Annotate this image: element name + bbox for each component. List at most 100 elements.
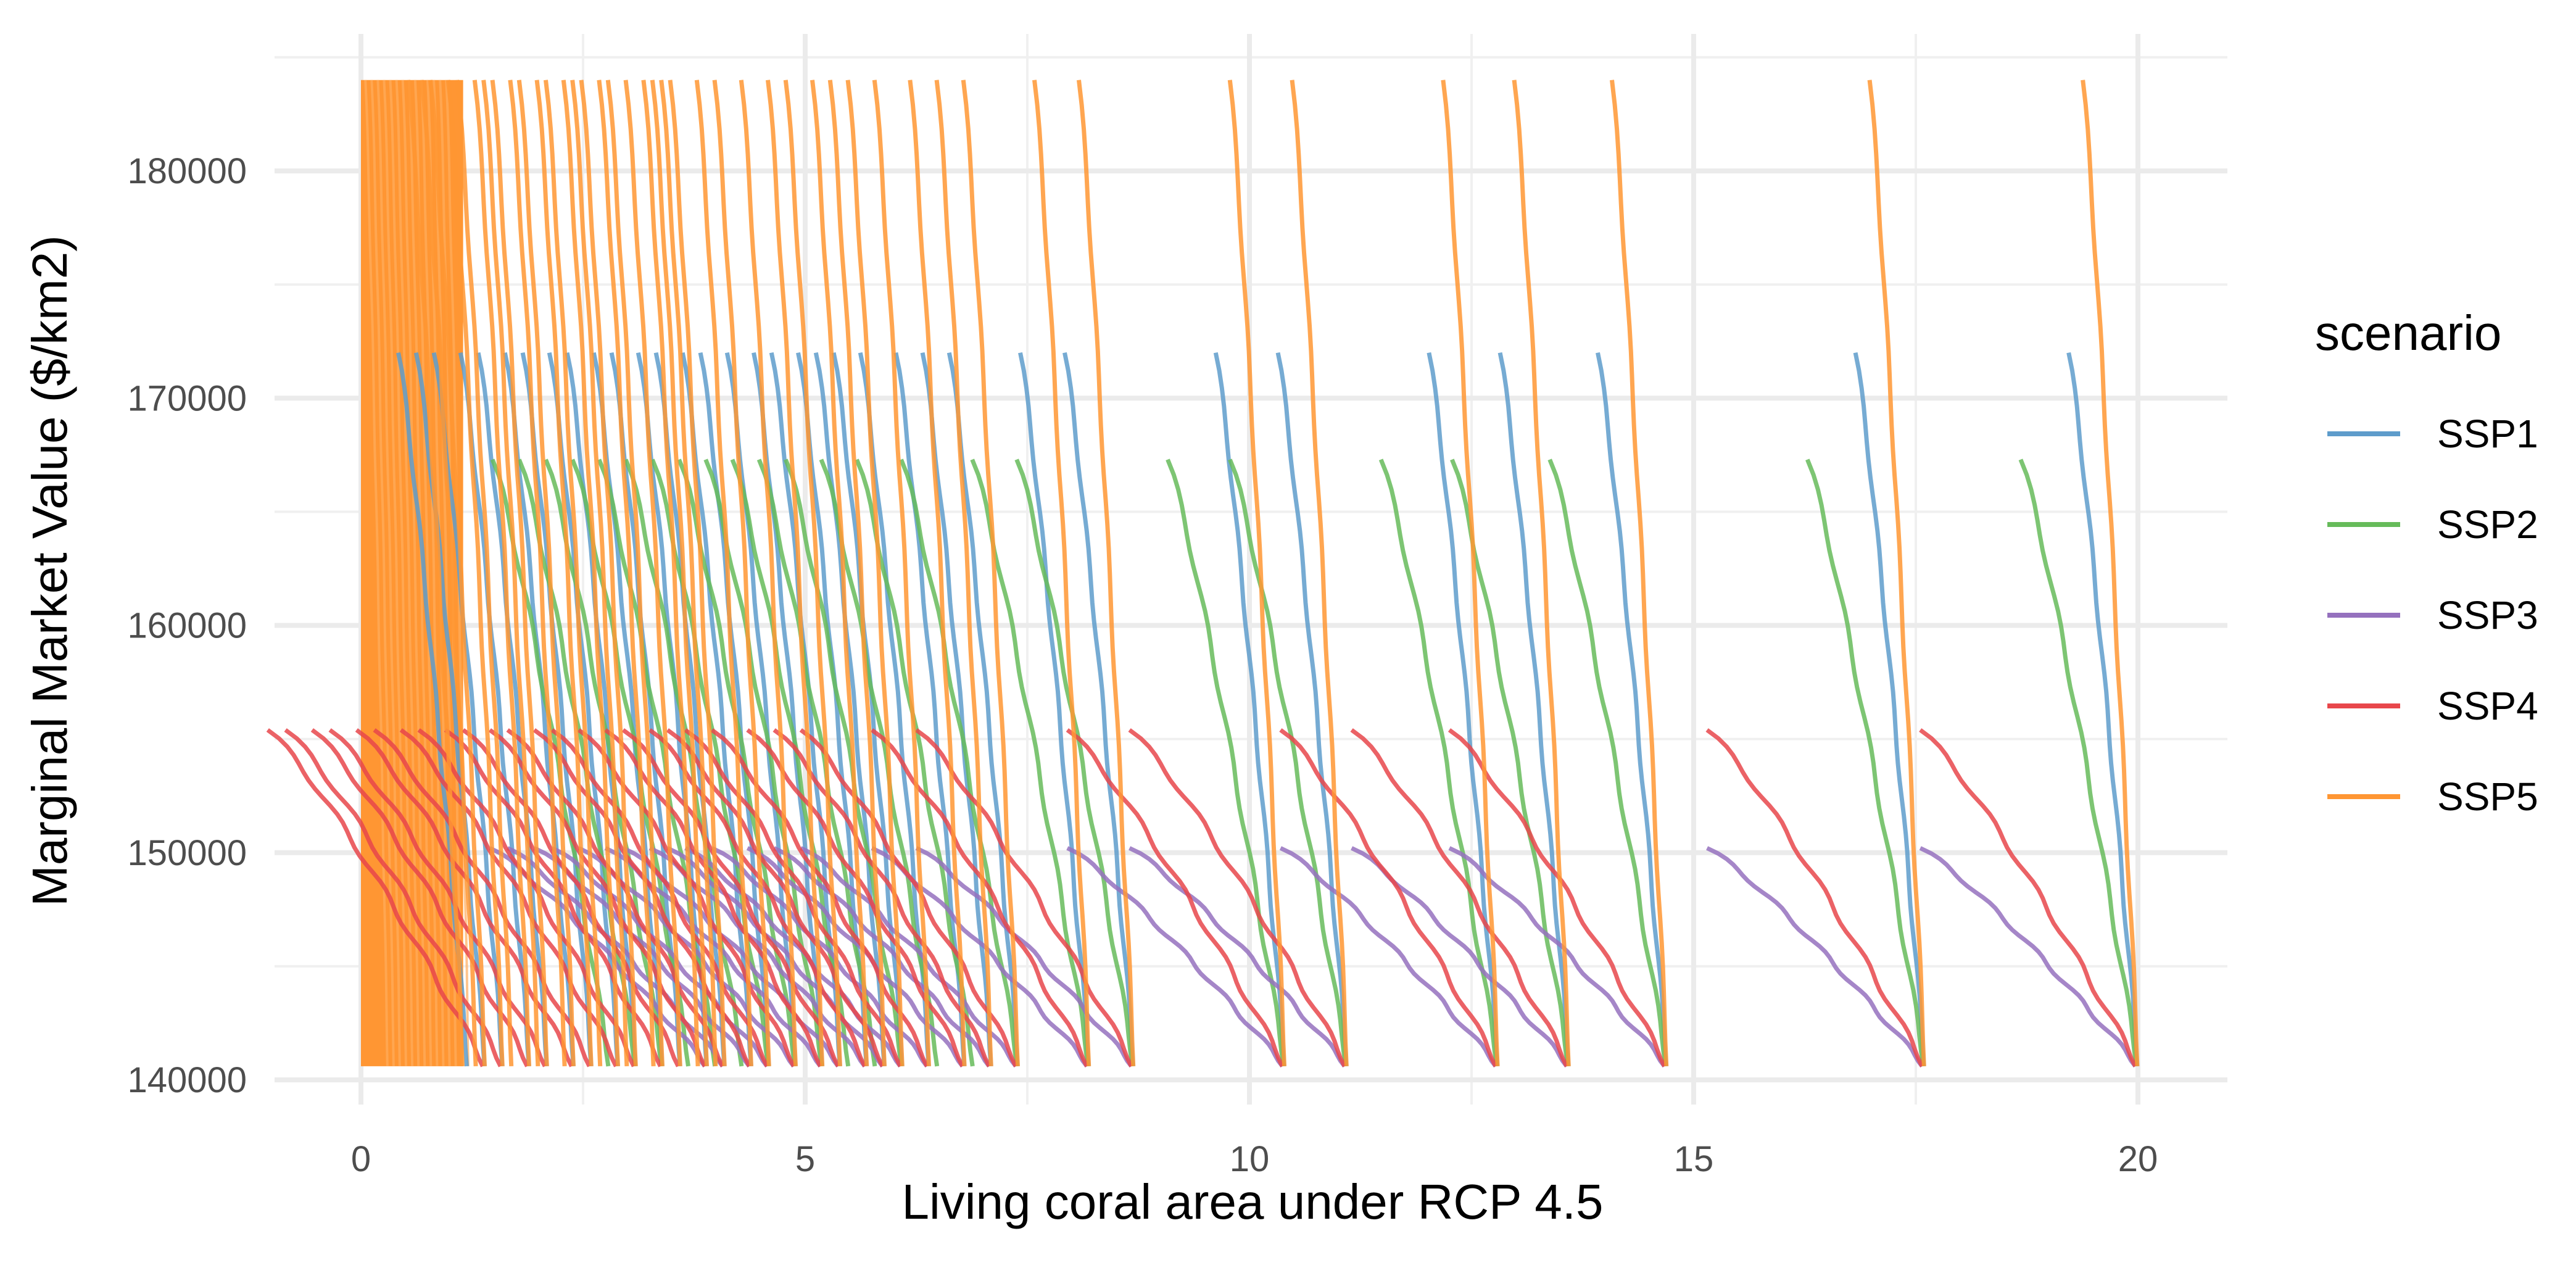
series-line bbox=[1596, 352, 1668, 1067]
series-line bbox=[1066, 728, 1285, 1068]
series-line bbox=[746, 728, 965, 1068]
x-tick-label: 15 bbox=[1674, 1139, 1714, 1179]
fill-layer bbox=[361, 80, 470, 1066]
legend-title: scenario bbox=[2315, 305, 2501, 360]
series-line bbox=[419, 80, 478, 1067]
series-line bbox=[1228, 458, 1348, 1067]
legend-entry-ssp4: SSP4 bbox=[2327, 684, 2538, 728]
y-tick-label: 140000 bbox=[127, 1060, 247, 1100]
series-line bbox=[1448, 846, 1667, 1068]
series-line bbox=[1706, 846, 1924, 1068]
series-line bbox=[915, 846, 1133, 1068]
series-line bbox=[1227, 80, 1286, 1067]
series-line bbox=[1450, 458, 1570, 1067]
x-tick-label: 20 bbox=[2118, 1139, 2158, 1179]
series-line bbox=[544, 80, 603, 1067]
series-line bbox=[579, 80, 638, 1067]
series-line bbox=[650, 80, 709, 1067]
series-line bbox=[659, 80, 718, 1067]
series-line bbox=[872, 80, 931, 1067]
series-line bbox=[1919, 846, 2137, 1068]
y-tick-label: 180000 bbox=[127, 151, 247, 191]
series-line bbox=[1166, 458, 1286, 1067]
legend-label: SSP5 bbox=[2437, 774, 2538, 819]
series-line bbox=[1512, 80, 1571, 1067]
series-line bbox=[1014, 458, 1135, 1067]
series-line bbox=[855, 458, 975, 1067]
series-line bbox=[1275, 352, 1349, 1067]
legend-label: SSP1 bbox=[2437, 412, 2538, 456]
series-line bbox=[445, 80, 505, 1067]
series-line bbox=[712, 80, 771, 1067]
series-line bbox=[1128, 728, 1347, 1068]
series-line bbox=[739, 80, 798, 1067]
series-line bbox=[1129, 846, 1346, 1068]
series-line bbox=[845, 80, 905, 1067]
legend-label: SSP2 bbox=[2437, 502, 2538, 547]
series-line bbox=[1447, 728, 1667, 1068]
series-line bbox=[1867, 80, 1926, 1067]
series-line bbox=[284, 728, 503, 1068]
series-line bbox=[597, 80, 656, 1067]
series-line bbox=[641, 80, 700, 1067]
series-line bbox=[703, 458, 824, 1067]
series-line bbox=[914, 728, 1133, 1068]
series-line bbox=[407, 80, 433, 1066]
series-line bbox=[1279, 728, 1498, 1068]
series-line bbox=[1290, 80, 1349, 1067]
legend-entry-ssp1: SSP1 bbox=[2327, 412, 2538, 456]
series-line bbox=[684, 728, 903, 1068]
series-line bbox=[1853, 352, 1926, 1067]
series-line bbox=[961, 80, 1020, 1067]
series-line bbox=[813, 352, 887, 1067]
series-line bbox=[534, 80, 594, 1067]
series-line bbox=[1213, 352, 1286, 1067]
series-line bbox=[783, 80, 842, 1067]
series-line bbox=[827, 80, 887, 1067]
y-tick-label: 170000 bbox=[127, 378, 247, 418]
y-tick-label: 150000 bbox=[127, 833, 247, 873]
series-line bbox=[1077, 80, 1136, 1067]
series-line bbox=[1018, 352, 1091, 1067]
series-line bbox=[472, 80, 531, 1067]
series-line bbox=[2018, 458, 2139, 1067]
y-axis-title: Marginal Market Value ($/km2) bbox=[22, 235, 77, 906]
series-line bbox=[476, 352, 549, 1067]
x-tick-label: 0 bbox=[351, 1139, 371, 1179]
series-line bbox=[1427, 352, 1500, 1067]
series-line bbox=[328, 728, 547, 1068]
legend-entry-ssp5: SSP5 bbox=[2327, 774, 2538, 819]
series-line bbox=[1919, 728, 2137, 1068]
series-line bbox=[508, 80, 567, 1067]
series-line bbox=[1497, 352, 1571, 1067]
series-line bbox=[908, 80, 967, 1067]
series-line bbox=[1805, 458, 1926, 1067]
series-line bbox=[420, 80, 445, 1066]
x-tick-label: 10 bbox=[1230, 1139, 1270, 1179]
series-line bbox=[516, 80, 576, 1067]
series-line bbox=[605, 80, 665, 1067]
series-line bbox=[1032, 80, 1091, 1067]
series-line bbox=[310, 728, 529, 1068]
y-axis-ticks: 140000 150000 160000 170000 180000 bbox=[127, 151, 247, 1100]
series-line bbox=[383, 80, 407, 1066]
series-line bbox=[934, 80, 993, 1067]
series-line bbox=[413, 352, 487, 1067]
x-axis-title: Living coral area under RCP 4.5 bbox=[902, 1174, 1604, 1229]
series-line bbox=[810, 80, 869, 1067]
series-line bbox=[395, 80, 420, 1066]
series-line bbox=[565, 352, 638, 1067]
y-tick-label: 160000 bbox=[127, 606, 247, 646]
series-line bbox=[2081, 80, 2140, 1067]
series-line bbox=[1441, 80, 1500, 1067]
series-line bbox=[668, 80, 727, 1067]
x-axis-ticks: 0 5 10 15 20 bbox=[351, 1139, 2158, 1179]
series-line bbox=[266, 728, 485, 1068]
series-line bbox=[1062, 352, 1135, 1067]
series-line bbox=[455, 80, 514, 1067]
legend: scenario SSP1 SSP2 SSP3 SSP4 SSP5 bbox=[2315, 305, 2538, 819]
series-line bbox=[970, 458, 1090, 1067]
series-line bbox=[1279, 846, 1497, 1068]
series-line bbox=[490, 80, 549, 1067]
